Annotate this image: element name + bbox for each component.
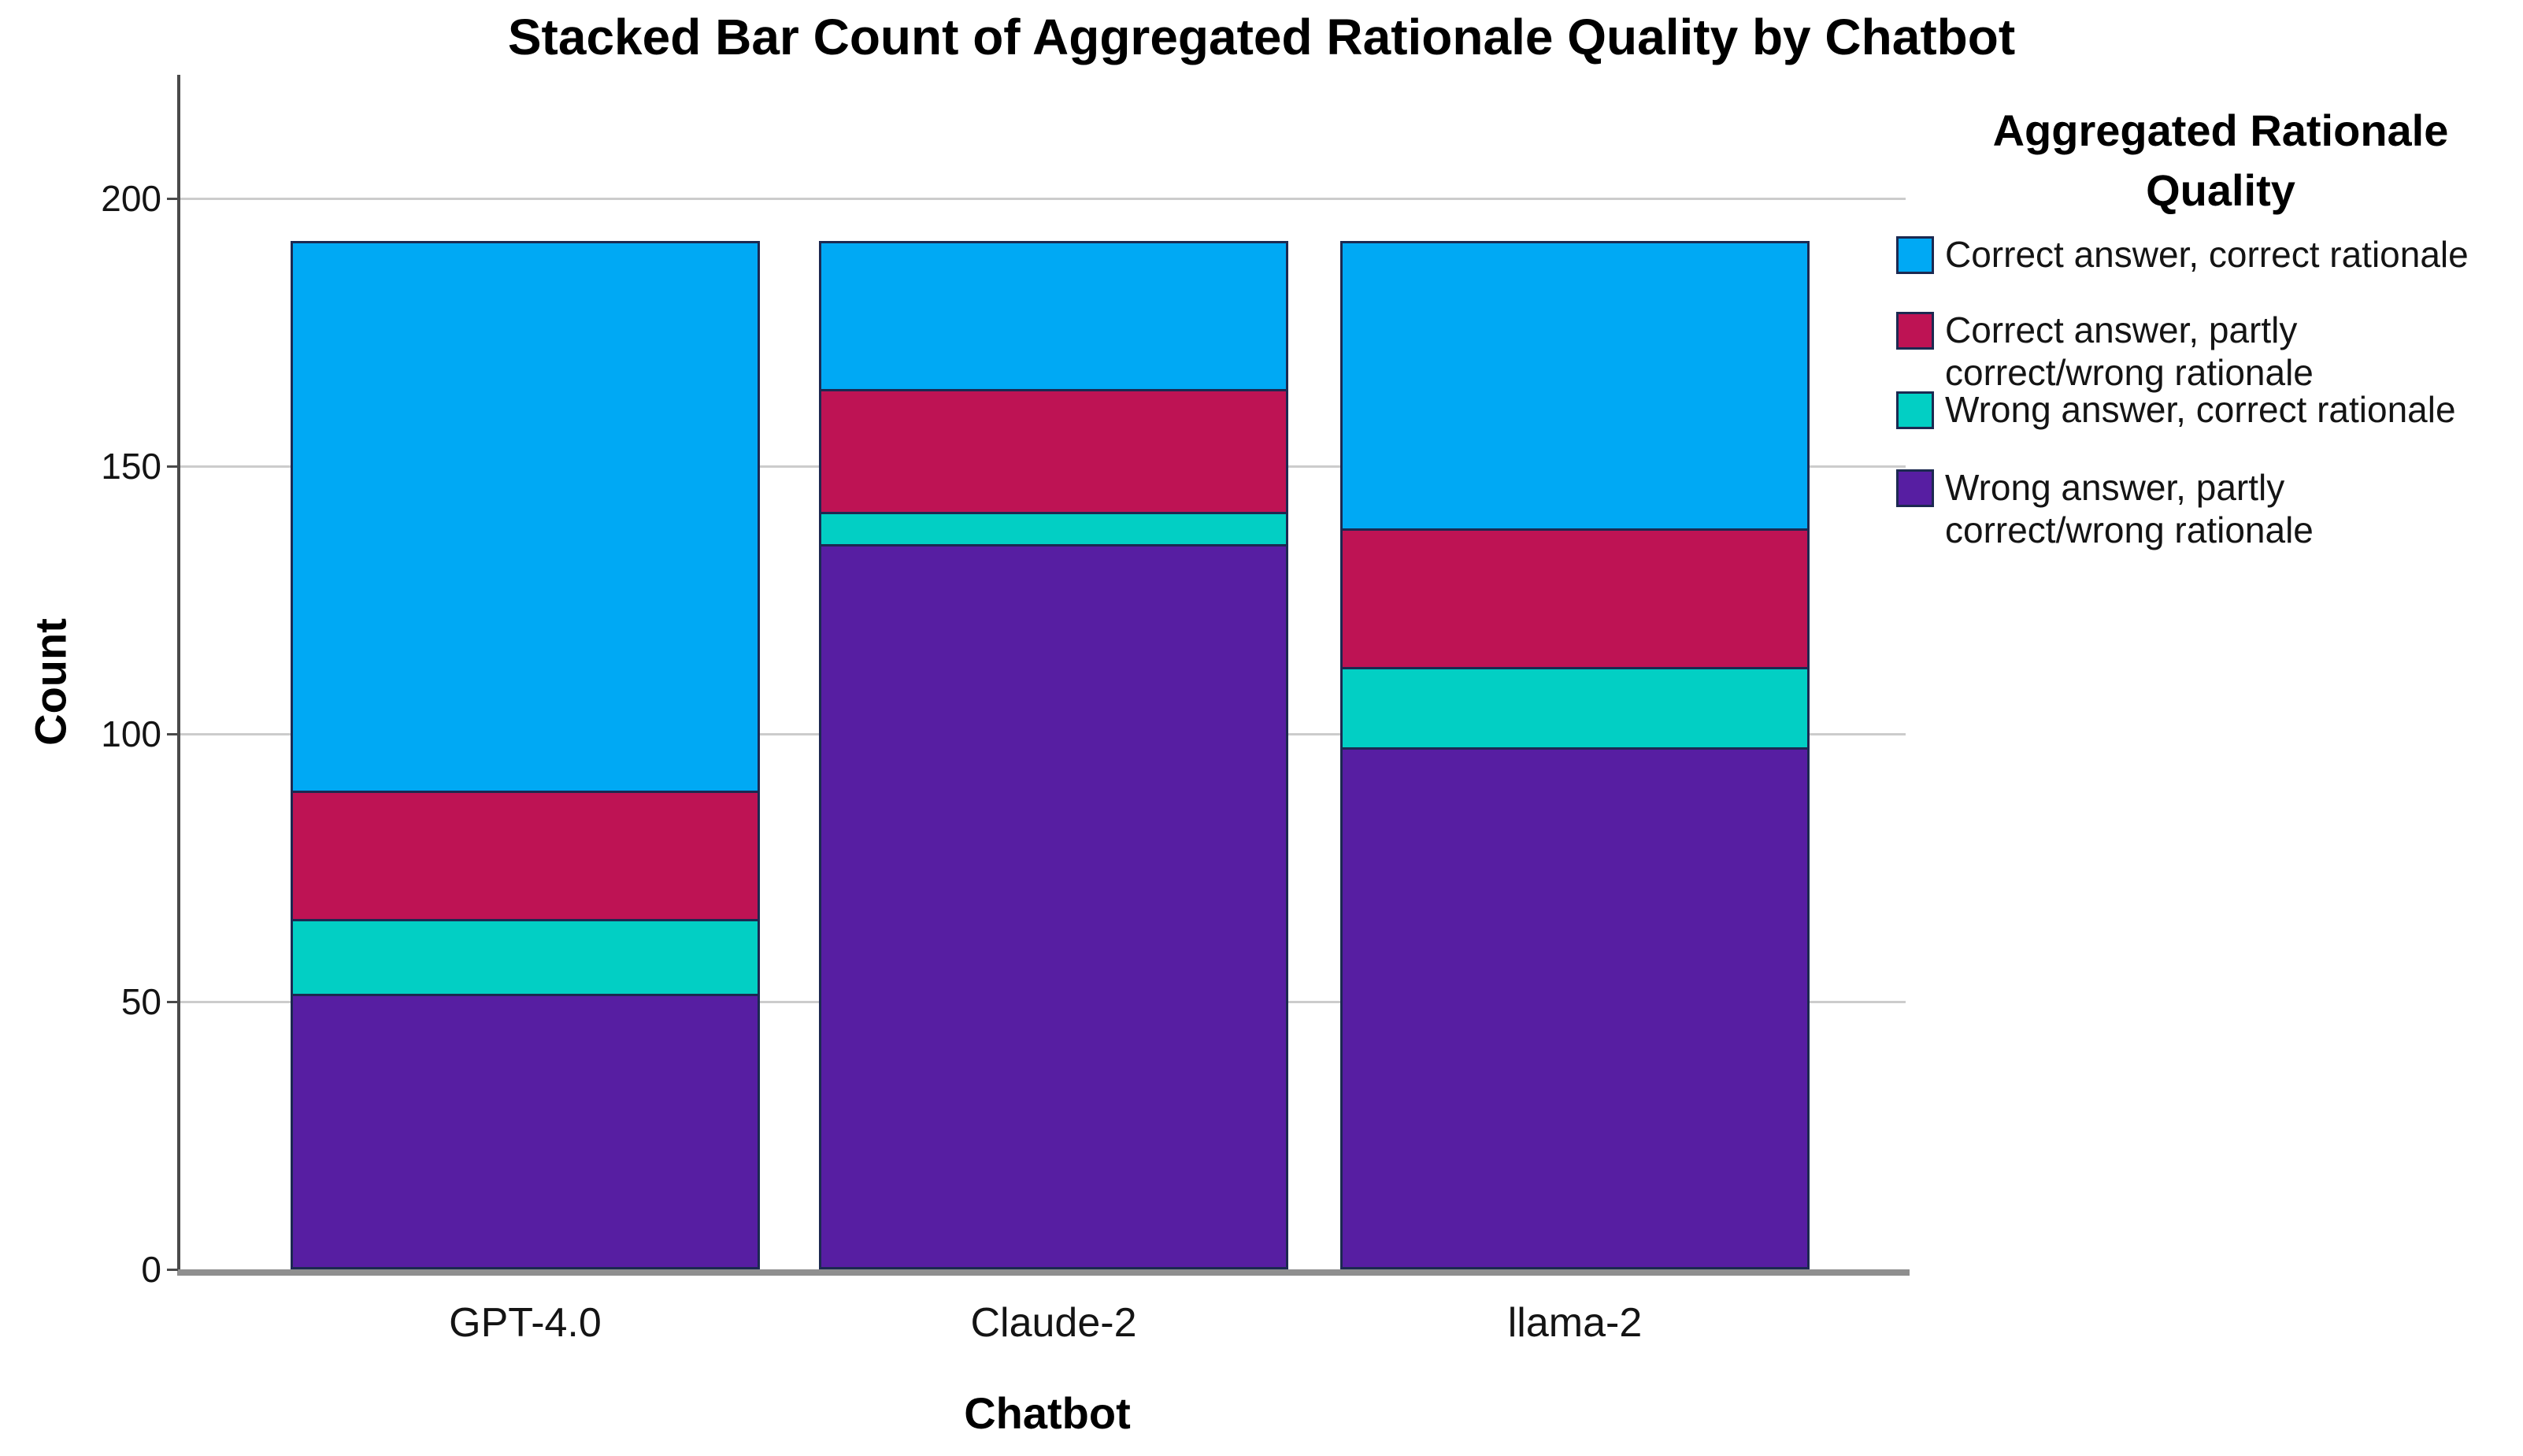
- bar-segment-GPT-4.0-s0: [291, 241, 760, 793]
- bar-Claude-2: [819, 241, 1288, 1269]
- category-label-Claude-2: Claude-2: [970, 1300, 1137, 1346]
- legend-label-line: Correct answer, partly: [1945, 309, 2298, 350]
- tick-mark-150: [167, 465, 178, 468]
- y-axis-title: Count: [25, 618, 76, 746]
- bar-segment-Claude-2-s1: [819, 391, 1288, 515]
- bar-segment-Claude-2-s2: [819, 514, 1288, 546]
- legend-label-line: correct/wrong rationale: [1945, 509, 2314, 550]
- bar-segment-Claude-2-s0: [819, 241, 1288, 391]
- tick-label-100: 100: [101, 713, 161, 754]
- legend-swatch-0: [1896, 236, 1934, 274]
- bar-segment-GPT-4.0-s3: [291, 996, 760, 1269]
- bar-segment-llama-2-s2: [1340, 669, 1810, 750]
- category-label-llama-2: llama-2: [1507, 1300, 1643, 1346]
- legend-label-3: Wrong answer, partly correct/wrong ration…: [1945, 466, 2512, 551]
- bar-GPT-4.0: [291, 241, 760, 1269]
- bar-segment-Claude-2-s3: [819, 546, 1288, 1269]
- y-axis-line: [177, 75, 180, 1275]
- legend-title: Aggregated Rationale Quality: [1921, 101, 2520, 220]
- tick-label-150: 150: [101, 446, 161, 487]
- legend-label-line: correct/wrong rationale: [1945, 352, 2314, 393]
- legend-label-line: Wrong answer, partly: [1945, 467, 2285, 508]
- tick-mark-100: [167, 733, 178, 735]
- tick-label-0: 0: [141, 1249, 161, 1290]
- chart-title: Stacked Bar Count of Aggregated Rational…: [507, 9, 2016, 65]
- tick-label-50: 50: [120, 981, 161, 1022]
- bar-segment-llama-2-s1: [1340, 530, 1810, 670]
- legend-label-2: Wrong answer, correct rationale: [1945, 388, 2512, 431]
- category-label-GPT-4.0: GPT-4.0: [449, 1300, 602, 1346]
- x-axis-line: [177, 1269, 1910, 1276]
- gridline-200: [179, 198, 1906, 200]
- legend-title-line2: Quality: [2146, 165, 2295, 215]
- legend-swatch-3: [1896, 469, 1934, 507]
- bar-segment-GPT-4.0-s2: [291, 921, 760, 997]
- tick-mark-0: [167, 1269, 178, 1271]
- legend-swatch-2: [1896, 391, 1934, 429]
- bar-segment-llama-2-s0: [1340, 241, 1810, 531]
- tick-mark-50: [167, 1001, 178, 1003]
- legend-swatch-1: [1896, 312, 1934, 350]
- legend-label-line: Correct answer, correct rationale: [1945, 234, 2469, 275]
- legend-title-line1: Aggregated Rationale: [1992, 106, 2449, 155]
- bar-llama-2: [1340, 241, 1810, 1269]
- bar-segment-GPT-4.0-s1: [291, 792, 760, 921]
- bar-segment-llama-2-s3: [1340, 750, 1810, 1269]
- legend-label-0: Correct answer, correct rationale: [1945, 233, 2512, 276]
- x-axis-title: Chatbot: [964, 1388, 1131, 1438]
- tick-mark-200: [167, 198, 178, 200]
- tick-label-200: 200: [101, 178, 161, 219]
- legend-label-1: Correct answer, partly correct/wrong rati…: [1945, 309, 2512, 394]
- legend-label-line: Wrong answer, correct rationale: [1945, 389, 2456, 430]
